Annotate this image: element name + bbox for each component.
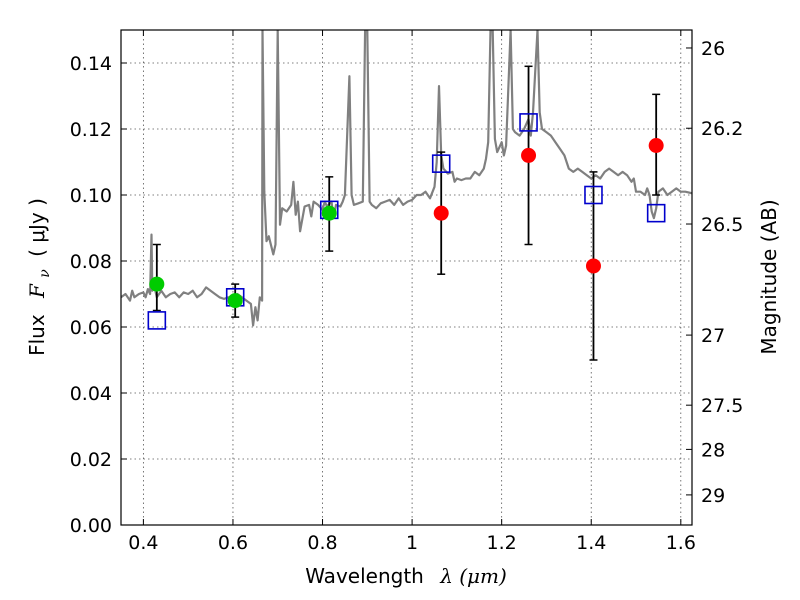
observed-point-green bbox=[149, 276, 165, 292]
model-flux-square bbox=[519, 113, 538, 132]
observed-point-red bbox=[585, 258, 601, 274]
markers-group bbox=[147, 113, 666, 330]
y2-tick-label: 27.5 bbox=[701, 395, 743, 417]
axis-ticks: 0.4 0.6 0.8 1 1.2 1.4 1.6 0.00 0.02 0.04 0.06 0.08 0… bbox=[70, 30, 743, 554]
model-flux-square bbox=[646, 203, 666, 223]
x-tick-label: 1.2 bbox=[487, 532, 517, 554]
model-flux-square bbox=[431, 154, 451, 173]
y-axis-label-symbol: F bbox=[25, 283, 49, 299]
model-spectrum-line bbox=[121, 30, 692, 327]
y-axis-label-text: Flux bbox=[25, 314, 49, 356]
observed-point-red bbox=[521, 147, 537, 163]
y-tick-label: 0.00 bbox=[70, 515, 112, 537]
x-tick-label: 0.4 bbox=[128, 532, 158, 554]
model-flux-square bbox=[147, 311, 167, 330]
x-tick-label: 1.4 bbox=[576, 532, 606, 554]
y-tick-label: 0.06 bbox=[70, 317, 112, 339]
plot-frame bbox=[120, 29, 693, 526]
y2-tick-label: 27 bbox=[701, 325, 725, 347]
y-axis-label: Flux F ν ( μJy ) bbox=[25, 198, 54, 356]
y2-tick-label: 26.2 bbox=[701, 118, 743, 140]
model-flux-square bbox=[584, 185, 603, 205]
y2-tick-label: 28 bbox=[701, 439, 725, 461]
y-tick-label: 0.02 bbox=[70, 449, 112, 471]
y-tick-label: 0.14 bbox=[70, 53, 112, 75]
x-axis-label-math: λ (μm) bbox=[439, 564, 507, 588]
y2-tick-label: 26.5 bbox=[701, 214, 743, 236]
x-axis-label-text: Wavelength bbox=[305, 564, 424, 588]
y-tick-label: 0.12 bbox=[70, 119, 112, 141]
errorbars-group bbox=[152, 65, 661, 361]
y2-tick-label: 29 bbox=[701, 485, 725, 507]
grid-lines bbox=[121, 30, 692, 526]
x-tick-label: 1.6 bbox=[666, 532, 696, 554]
y-tick-label: 0.10 bbox=[70, 185, 112, 207]
observed-point-green bbox=[321, 205, 337, 221]
y-tick-label: 0.08 bbox=[70, 251, 112, 273]
x-tick-label: 0.8 bbox=[307, 532, 337, 554]
x-tick-label: 0.6 bbox=[218, 532, 248, 554]
y-axis-label-subscript: ν bbox=[37, 269, 53, 278]
y-tick-label: 0.04 bbox=[70, 383, 112, 405]
x-tick-label: 1 bbox=[406, 532, 418, 554]
observed-point-red bbox=[433, 205, 449, 221]
y2-axis-label: Magnitude (AB) bbox=[757, 199, 781, 354]
y-axis-label-units: ( μJy ) bbox=[25, 198, 49, 257]
observed-point-green bbox=[227, 293, 243, 309]
spectrum-line-group bbox=[121, 30, 692, 327]
y2-tick-label: 26 bbox=[701, 38, 725, 60]
observed-point-red bbox=[648, 138, 664, 153]
x-axis-label: Wavelength λ (μm) bbox=[305, 564, 507, 588]
